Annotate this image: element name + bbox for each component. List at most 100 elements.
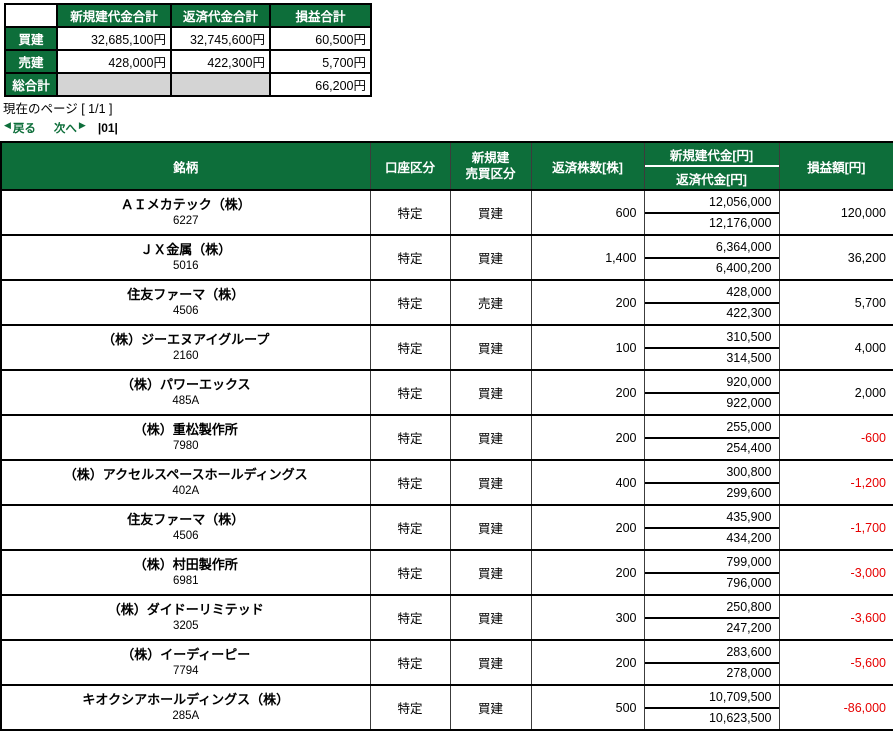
amount-cell: 300,800 299,600 [643,459,780,506]
stock-code: 485A [172,395,200,407]
repay-amount: 434,200 [726,531,772,546]
stock-code: 5016 [172,260,199,272]
amount-cell: 435,900 434,200 [643,504,780,551]
current-page-text: 現在のページ [ 1/1 ] [3,102,113,116]
summary-header-pl-total: 損益合計 [269,3,372,28]
trade-side: 買建 [449,189,532,236]
repay-amount: 796,000 [726,576,772,591]
amount-divider [645,346,778,349]
amount-divider [645,661,778,664]
repay-amount: 10,623,500 [708,711,772,726]
sell-repay-total: 422,300円 [170,49,271,74]
repay-amount: 6,400,200 [715,261,772,276]
next-button[interactable]: 次へ ▶ [54,120,86,136]
repay-shares: 200 [530,414,645,461]
grand-pl-total: 66,200円 [269,72,372,97]
amount-divider [645,211,778,214]
stock-name: （株）重松製作所 [133,422,238,437]
account-type: 特定 [369,549,451,596]
summary-label-sell: 売建 [4,49,58,74]
stock-code: 6981 [172,575,199,587]
stock-code: 7980 [172,440,199,452]
table-row: （株）ダイドーリミテッド 3205 特定 買建 300 250,800 247,… [0,594,893,641]
amount-cell: 428,000 422,300 [643,279,780,326]
header-repay-shares: 返済株数[株] [530,141,645,191]
repay-amount: 12,176,000 [708,216,772,231]
amount-divider [645,571,778,574]
page-number-indicator[interactable]: |01| [97,120,118,135]
header-new-amount: 新規建代金[円] [669,148,754,163]
table-row: （株）ジーエヌアイグループ 2160 特定 買建 100 310,500 314… [0,324,893,371]
new-amount: 300,800 [726,464,772,479]
repay-shares: 300 [530,594,645,641]
pl-amount: 120,000 [778,189,893,236]
pl-amount: 4,000 [778,324,893,371]
table-row: （株）アクセルスペースホールディングス 402A 特定 買建 400 300,8… [0,459,893,506]
stock-name: 住友ファーマ（株） [127,287,245,302]
trade-side: 買建 [449,504,532,551]
account-type: 特定 [369,324,451,371]
repay-shares: 200 [530,279,645,326]
next-arrow-icon: ▶ [78,119,86,130]
header-stock: 銘柄 [0,141,371,191]
repay-shares: 500 [530,684,645,731]
amount-divider [645,616,778,619]
amount-divider [645,526,778,529]
back-label: 戻る [12,122,36,135]
summary-row-buy: 買建 32,685,100円 32,745,600円 60,500円 [4,26,372,51]
repay-shares: 200 [530,369,645,416]
pl-amount: -600 [778,414,893,461]
repay-shares: 600 [530,189,645,236]
new-amount: 435,900 [726,509,772,524]
amount-cell: 310,500 314,500 [643,324,780,371]
stock-code: 3205 [172,620,199,632]
repay-amount: 922,000 [726,396,772,411]
trade-side: 売建 [449,279,532,326]
new-amount: 283,600 [726,644,772,659]
table-header-row: 銘柄 口座区分 新規建 売買区分 返済株数[株] 新規建代金[円] 返済代金[円… [0,141,893,191]
amount-cell: 255,000 254,400 [643,414,780,461]
header-trade-side: 新規建 売買区分 [449,141,532,191]
amount-divider [645,706,778,709]
pl-amount: 5,700 [778,279,893,326]
account-type: 特定 [369,684,451,731]
repay-amount: 247,200 [726,621,772,636]
repay-amount: 254,400 [726,441,772,456]
header-amounts: 新規建代金[円] 返済代金[円] [643,141,780,191]
account-type: 特定 [369,279,451,326]
repay-shares: 1,400 [530,234,645,281]
new-amount: 250,800 [726,599,772,614]
trade-side: 買建 [449,684,532,731]
amount-divider [645,256,778,259]
new-amount: 310,500 [726,329,772,344]
pl-amount: -3,600 [778,594,893,641]
pl-amount: 2,000 [778,369,893,416]
table-row: （株）パワーエックス 485A 特定 買建 200 920,000 922,00… [0,369,893,416]
amount-cell: 920,000 922,000 [643,369,780,416]
amount-divider [645,301,778,304]
account-type: 特定 [369,189,451,236]
repay-shares: 100 [530,324,645,371]
stock-code: 7794 [172,665,199,677]
header-account-type: 口座区分 [369,141,451,191]
pl-amount: -1,700 [778,504,893,551]
stock-code: 4506 [172,305,199,317]
buy-repay-total: 32,745,600円 [170,26,271,51]
amount-cell: 12,056,000 12,176,000 [643,189,780,236]
summary-table: 新規建代金合計 返済代金合計 損益合計 買建 32,685,100円 32,74… [4,3,372,97]
summary-corner-cell [4,3,58,28]
header-pl: 損益額[円] [778,141,893,191]
repay-amount: 299,600 [726,486,772,501]
account-type: 特定 [369,504,451,551]
stock-name: （株）村田製作所 [133,557,238,572]
repay-amount: 422,300 [726,306,772,321]
account-type: 特定 [369,414,451,461]
table-row: 住友ファーマ（株） 4506 特定 売建 200 428,000 422,300… [0,279,893,326]
new-amount: 10,709,500 [708,689,772,704]
stock-code: 2160 [172,350,199,362]
stock-name: （株）アクセルスペースホールディングス [63,467,308,482]
table-row: 住友ファーマ（株） 4506 特定 買建 200 435,900 434,200… [0,504,893,551]
stock-name: キオクシアホールディングス（株） [82,692,290,707]
back-button[interactable]: ◀ 戻る [4,120,36,136]
repay-shares: 400 [530,459,645,506]
